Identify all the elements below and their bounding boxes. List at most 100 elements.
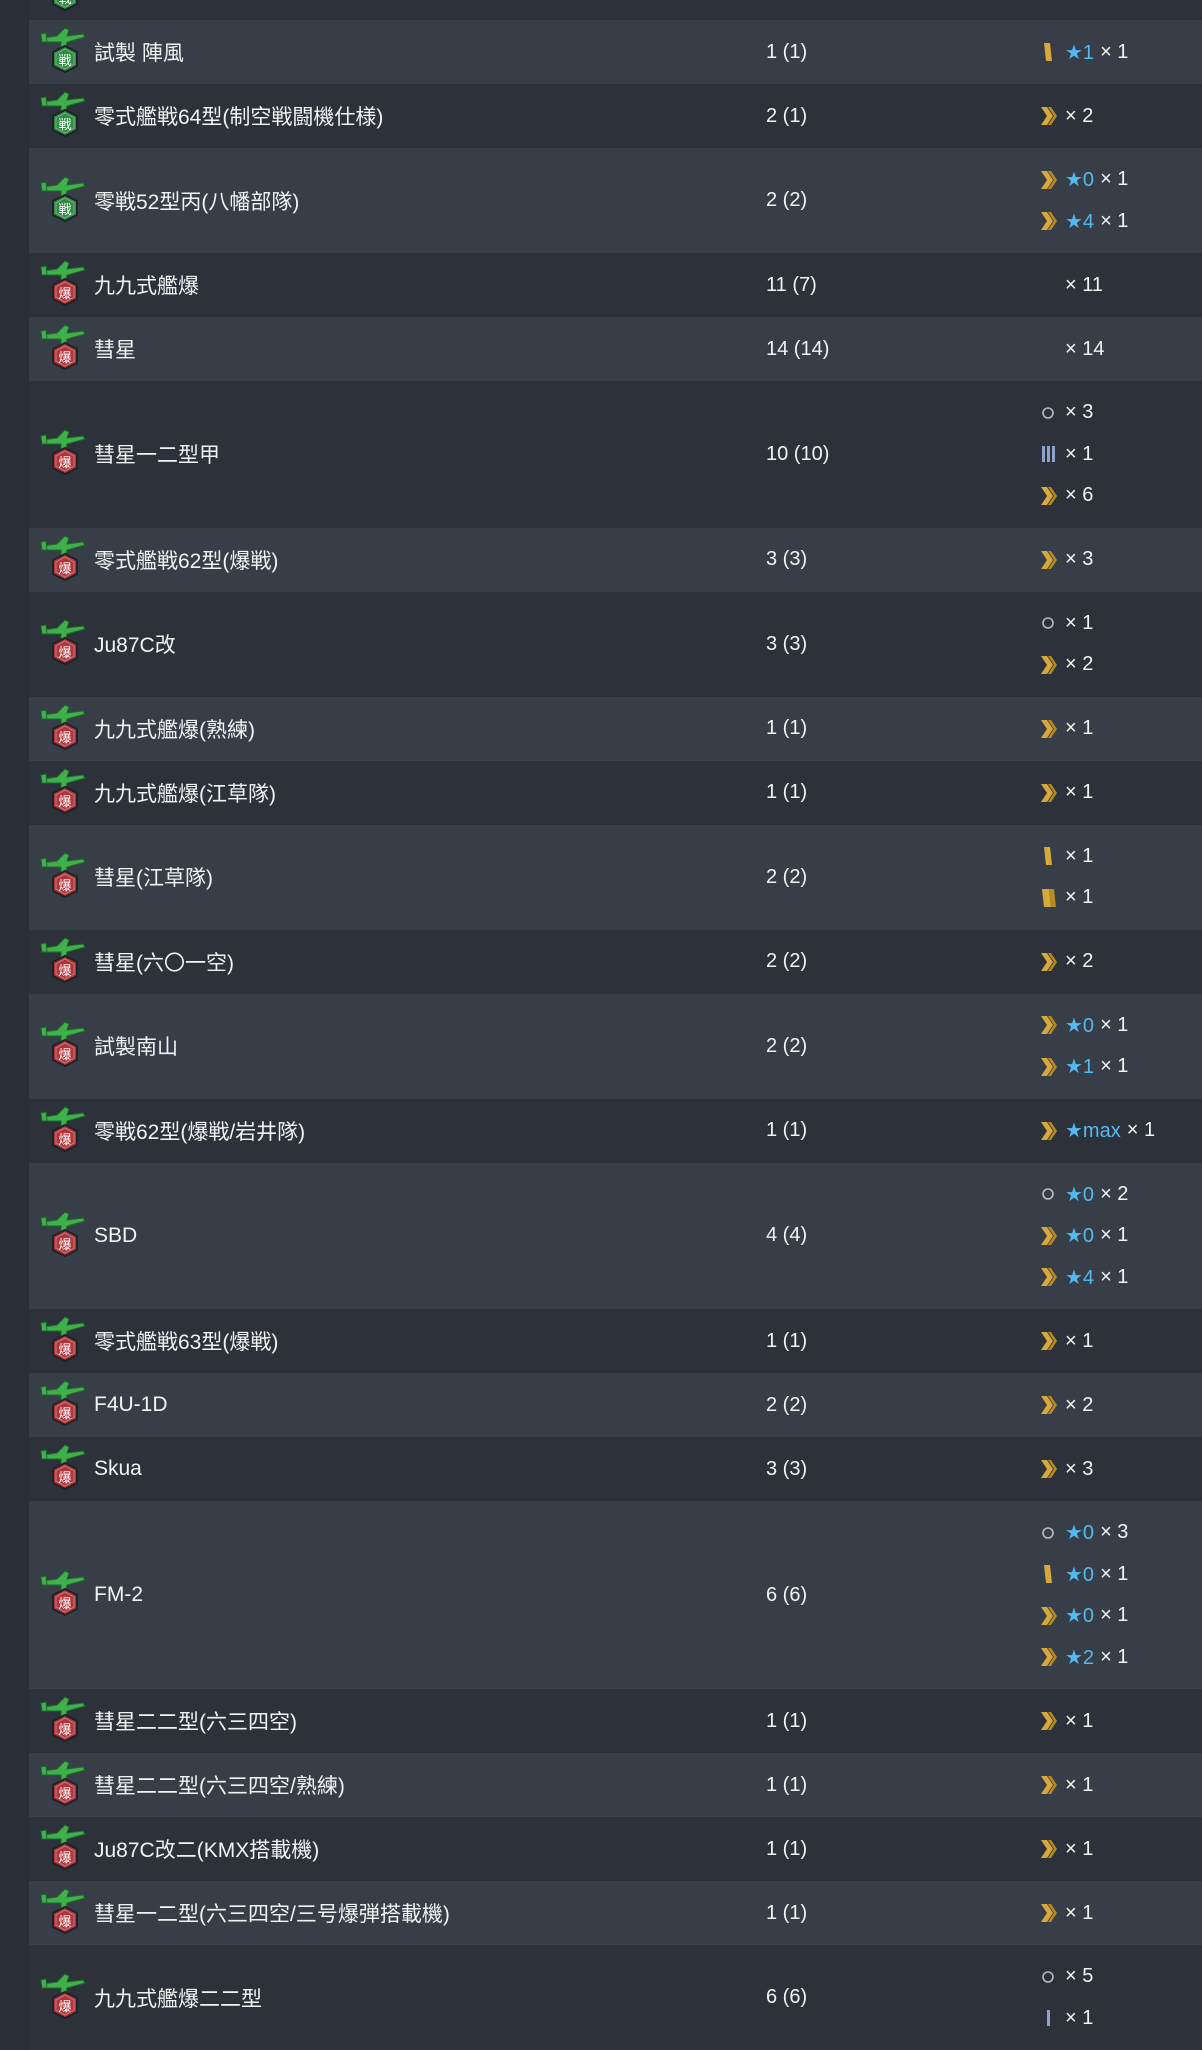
- proficiency-line: × 3: [1039, 1448, 1202, 1490]
- proficiency-chev2-icon: [1039, 210, 1059, 232]
- improvement-star: ★0: [1065, 1605, 1095, 1628]
- proficiency-line: ★4 × 1: [1039, 201, 1202, 243]
- proficiency-line: × 2: [1039, 95, 1202, 137]
- proficiency-line: ★0 × 3: [1039, 1512, 1202, 1554]
- improvement-star: ★0: [1065, 1225, 1095, 1248]
- table-row: 爆 零戦62型(爆戦/岩井隊) 1 (1) ★max × 1: [29, 1098, 1202, 1163]
- svg-text:爆: 爆: [58, 1133, 71, 1148]
- proficiency-line: × 1: [1039, 772, 1202, 814]
- proficiency-line: × 1: [1039, 1892, 1202, 1934]
- name-cell: 爆 試製南山: [29, 994, 766, 1099]
- proficiency-cell: × 2: [1039, 95, 1202, 137]
- quantity-multiplier: × 1: [1065, 844, 1094, 867]
- quantity-multiplier: × 1: [1100, 168, 1129, 191]
- equipment-count: 6 (6): [766, 1986, 808, 2008]
- svg-text:爆: 爆: [58, 1597, 71, 1612]
- proficiency-cell: × 1: [1039, 772, 1202, 814]
- bomber-plane-icon: 爆: [37, 765, 93, 821]
- proficiency-line: ★0 × 1: [1039, 1005, 1202, 1047]
- proficiency-cell: ★max × 1: [1039, 1110, 1202, 1152]
- proficiency-circle-icon: [1039, 402, 1059, 424]
- proficiency-line: × 1: [1039, 1828, 1202, 1870]
- improvement-star: ★max: [1065, 1120, 1121, 1142]
- equipment-count: 2 (2): [766, 1393, 808, 1416]
- bomber-plane-icon: 爆: [37, 1885, 93, 1941]
- quantity-multiplier: × 1: [1100, 1265, 1129, 1288]
- svg-text:爆: 爆: [58, 1723, 71, 1738]
- proficiency-line: × 2: [1039, 644, 1202, 686]
- proficiency-blue1-icon: [1039, 2007, 1059, 2029]
- proficiency-cell: ★1 × 1: [1039, 31, 1202, 73]
- proficiency-line: ★1 × 1: [1039, 31, 1202, 73]
- proficiency-line: ★0 × 1: [1039, 1595, 1202, 1637]
- table-row: 爆 九九式艦爆 11 (7) × 11: [29, 253, 1202, 317]
- equipment-name: 九九式艦爆(熟練): [94, 718, 255, 742]
- quantity-multiplier: × 11: [1065, 273, 1103, 296]
- proficiency-line: ★0 × 1: [1039, 1215, 1202, 1257]
- name-cell: 爆 彗星一二型(六三四空/三号爆弾搭載機): [29, 1881, 766, 1945]
- equipment-name: 九九式艦爆: [94, 275, 199, 298]
- proficiency-line: × 1: [1039, 1700, 1202, 1742]
- quantity-multiplier: × 1: [1065, 1837, 1094, 1860]
- quantity-multiplier: × 2: [1065, 1393, 1094, 1416]
- proficiency-blue3-icon: [1039, 443, 1059, 465]
- quantity-multiplier: × 2: [1065, 104, 1094, 127]
- proficiency-circle-icon: [1039, 1183, 1059, 1205]
- quantity-multiplier: × 1: [1100, 40, 1129, 63]
- fighter-plane-icon: 戦: [37, 173, 93, 229]
- equipment-name: 試製 陣風: [94, 42, 184, 65]
- proficiency-cell: × 1: [1039, 1764, 1202, 1806]
- equipment-count: 1 (1): [766, 1837, 808, 1860]
- svg-text:爆: 爆: [58, 1238, 71, 1253]
- equipment-count: 1 (1): [766, 781, 808, 803]
- table-row: 爆 彗星 14 (14) × 14: [29, 317, 1202, 381]
- bomber-plane-icon: 爆: [37, 1567, 93, 1623]
- proficiency-chev2-icon: [1039, 1266, 1059, 1288]
- bomber-plane-icon: 爆: [37, 616, 93, 672]
- proficiency-line: × 5: [1039, 1956, 1202, 1998]
- proficiency-cell: × 3 × 1 × 6: [1039, 392, 1202, 517]
- proficiency-line: × 1: [1039, 434, 1202, 476]
- improvement-star: ★1: [1065, 1056, 1095, 1079]
- equipment-count: 2 (1): [766, 104, 808, 127]
- equipment-count: 1 (1): [766, 40, 808, 63]
- proficiency-chev2-icon: [1039, 1225, 1059, 1247]
- name-cell: 爆 零式艦戦63型(爆戦): [29, 1309, 766, 1373]
- proficiency-chev2-icon: [1039, 1710, 1059, 1732]
- proficiency-line: ★0 × 2: [1039, 1174, 1202, 1216]
- name-cell: 爆 零戦62型(爆戦/岩井隊): [29, 1099, 766, 1163]
- proficiency-line: × 2: [1039, 941, 1202, 983]
- proficiency-chev2-icon: [1039, 1774, 1059, 1796]
- proficiency-cell: × 1: [1039, 708, 1202, 750]
- name-cell: 爆 Ju87C改二(KMX搭載機): [29, 1817, 766, 1881]
- equipment-name: 彗星二二型(六三四空/熟練): [94, 1775, 345, 1798]
- svg-text:爆: 爆: [58, 351, 71, 366]
- proficiency-cell: × 11: [1039, 264, 1202, 306]
- quantity-multiplier: × 5: [1065, 1965, 1094, 1988]
- proficiency-none-icon: [1039, 274, 1059, 296]
- equipment-name: 彗星: [94, 339, 136, 362]
- table-row-partial: 戦: [29, 0, 1202, 20]
- name-cell: 爆 彗星(六〇一空): [29, 930, 766, 994]
- table-row: 爆 彗星(六〇一空) 2 (2) × 2: [29, 929, 1202, 994]
- proficiency-line: × 14: [1039, 328, 1202, 370]
- table-row: 爆 彗星二二型(六三四空/熟練) 1 (1) × 1: [29, 1753, 1202, 1817]
- quantity-multiplier: × 1: [1065, 1709, 1094, 1732]
- quantity-multiplier: × 3: [1065, 401, 1094, 424]
- proficiency-bar1-icon: [1039, 845, 1059, 867]
- quantity-multiplier: × 1: [1100, 1562, 1129, 1585]
- equipment-count: 4 (4): [766, 1224, 808, 1247]
- svg-text:爆: 爆: [58, 731, 71, 746]
- name-cell: 爆 FM-2: [29, 1501, 766, 1689]
- equipment-count: 11 (7): [766, 273, 817, 296]
- table-row: 爆 Ju87C改二(KMX搭載機) 1 (1) × 1: [29, 1817, 1202, 1881]
- equipment-count: 3 (3): [766, 632, 808, 655]
- svg-text:爆: 爆: [58, 1048, 71, 1063]
- equipment-count: 1 (1): [766, 1119, 808, 1141]
- svg-text:爆: 爆: [58, 795, 71, 810]
- proficiency-chev2-icon: [1039, 1646, 1059, 1668]
- proficiency-line: × 3: [1039, 392, 1202, 434]
- proficiency-cell: × 14: [1039, 328, 1202, 370]
- table-row: 爆 九九式艦爆(熟練) 1 (1) × 1: [29, 696, 1202, 761]
- bomber-plane-icon: 爆: [37, 1757, 93, 1813]
